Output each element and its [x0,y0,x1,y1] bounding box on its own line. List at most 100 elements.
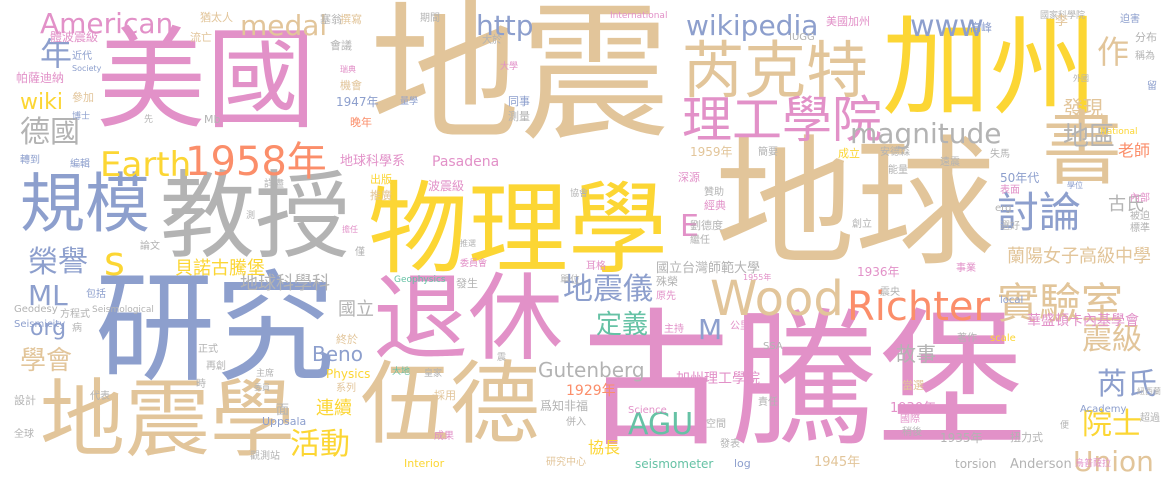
word-ntnu: 國立台灣師範大學 [656,261,761,276]
word-dizhen: 地震 [370,0,671,162]
word-zhuzuo: 著作 [957,333,977,344]
word-ruidian: 瑞典 [340,65,356,74]
word-1945: 1945年 [814,455,861,470]
word-zanzhu: 贊助 [704,187,724,198]
word-xiangjin: 詳盡 [264,179,284,190]
word-qijian: 期間 [420,13,440,24]
word-danren: 擔任 [342,225,358,234]
word-bozhenji: 波震級 [428,179,465,193]
word-chuban: 出版 [370,173,392,186]
word-local: local [1000,295,1024,306]
word-american: American [40,7,174,40]
word-chengguo: 成果 [434,431,454,442]
word-meiguojiazhou: 美國加州 [826,15,870,28]
word-jiazhou: 加州 [882,6,1099,131]
word-tuiguang: 推廣 [370,189,392,202]
word-zhuandao: 轉到 [20,155,40,166]
word-huiyi: 會議 [330,39,352,52]
word-fasheng: 發生 [456,277,478,290]
word-liudedu: 劉德度 [690,219,723,232]
word-baokuo: 包括 [86,289,106,300]
word-boshi: 博士 [72,112,91,122]
word-magnitude: magnitude [850,117,1002,150]
word-zhen: 震 [497,353,507,363]
word-chaoguo: 超過 [1140,413,1160,424]
word-wiki: wiki [20,90,63,115]
word-jindai: 近代 [72,51,92,62]
word-caltech: 加州理工學院 [676,371,760,387]
word-society: Society [72,64,102,73]
word-zhenyang: 震央 [880,287,900,298]
word-zhenji: 震級 [1082,322,1142,357]
word-1955: 1955年 [743,273,772,282]
word-ml: ML [28,279,68,312]
word-bianji: 編輯 [70,159,90,170]
word-jianyao: 簡要 [758,147,778,158]
word-youtairen: 猶太人 [200,11,233,24]
word-celiang: 測量 [508,110,530,123]
word-wude: 伍德 [360,352,540,457]
word-agu: AGU [628,407,694,442]
word-gaofeng: 高峰 [970,21,992,34]
word-ssa: SSA [763,341,783,352]
word-s: s [104,239,125,285]
word-diqu: 地區 [1063,122,1116,152]
word-fangchengshi: 方程式 [60,309,90,320]
word-zhuxi: 主席 [256,369,275,379]
word-seismicity: Seismicity [14,319,66,330]
word-kongjian: 空間 [706,419,726,430]
word-waiguo: 外國 [1073,74,1089,83]
word-m: M [698,313,723,346]
word-tuixiu: 退休 [373,264,564,374]
word-uppsala: Uppsala [262,415,307,428]
word-log: log [734,457,751,470]
word-e: E [680,209,699,244]
word-science: Science [628,405,667,416]
word-1947: 1947年 [336,95,379,109]
word-guoli: 國立 [338,299,374,320]
word-1929: 1929年 [566,383,616,399]
word-wood: Wood [710,271,844,327]
word-xuehui: 學會 [20,346,73,376]
word-1958: 1958年 [185,139,327,185]
word-yuanshi: 院士 [1082,407,1142,442]
word-mb: Mb [204,113,221,126]
word-gutenberg: Gutenberg [538,358,645,382]
word-beipo: 被迫 [1130,211,1150,222]
word-iugg: IUGG [789,32,815,43]
word-bingru: 併入 [566,417,586,428]
word-dangxuan: 當選 [902,379,924,392]
word-daibiao: 代表 [90,391,110,402]
word-nengliang: 能量 [888,165,908,176]
word-caiyong: 採用 [434,389,456,402]
word-andesen: 安德森 [880,147,910,158]
word-tongshi: 同事 [508,95,530,108]
word-zhengshi: 正式 [198,344,218,355]
word-jiaoshou: 教授 [160,162,351,272]
word-interior: Interior [404,457,445,470]
word-pasadina: 帕薩迪納 [16,71,65,85]
word-ruishi: 芮氏 [1097,367,1157,402]
word-dingyi: 定義 [596,310,649,340]
word-biaozhun: 標準 [1130,223,1150,234]
word-anderson: Anderson [1010,457,1072,472]
word-deguo: 德國 [20,115,80,150]
word-dadi: 大地 [392,367,411,377]
word-neibu: 內部 [1130,193,1150,204]
word-shurong: 殊榮 [656,275,678,288]
word-ligongxueyuan: 理工學院 [682,91,882,149]
word-shiyanshi: 實驗室 [997,279,1124,328]
word-tibozhenji: 體波震級 [50,30,99,44]
word-http: http [476,9,534,42]
word-wikipedia: wikipedia [686,9,819,42]
word-liuwang: 流亡 [190,31,212,44]
word-wulixue: 物理學 [368,171,668,288]
word-pohai: 迫害 [1120,14,1140,25]
word-bian: 便 [1060,421,1070,431]
word-meiguo: 美國 [96,16,316,144]
word-1959: 1959年 [690,145,733,159]
word-union: Union [1073,445,1154,478]
word-shima: 失馬 [990,149,1010,160]
word-xiehui: 協會 [570,189,589,199]
word-weiyuanhui: 委員會 [460,259,488,269]
